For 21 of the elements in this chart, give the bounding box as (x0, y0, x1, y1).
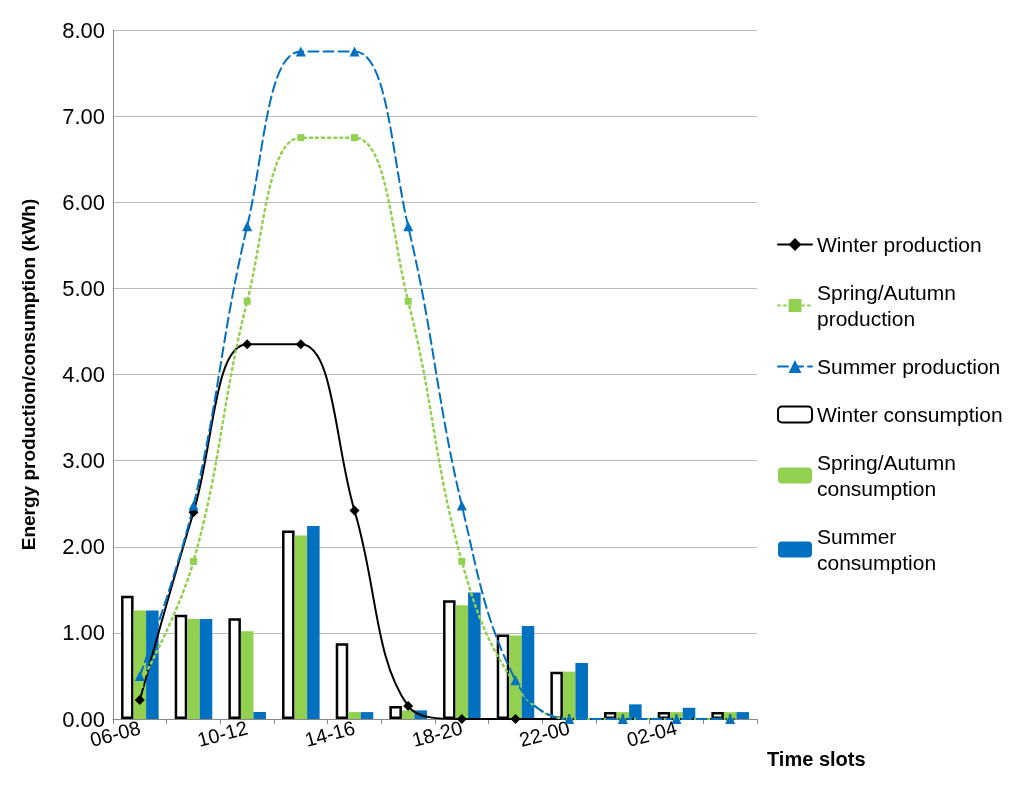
x-tick-label: 18-20 (409, 716, 465, 751)
x-tick-label: 10-12 (194, 716, 251, 751)
y-tick-label: 1.00 (62, 620, 105, 646)
legend-label: Summer consumption (817, 525, 937, 574)
x-axis-title: Time slots (767, 748, 866, 770)
y-tick-label: 5.00 (62, 275, 105, 301)
y-tick-label: 6.00 (62, 189, 105, 215)
y-tick-label: 7.00 (62, 103, 105, 129)
y-tick-label: 8.00 (62, 17, 105, 43)
y-tick-label: 4.00 (62, 362, 105, 387)
legend-label: Spring/Autumn consumption (817, 451, 962, 500)
legend-label: Winter consumption (817, 403, 1003, 426)
y-axis-title: Energy production/consumption (kWh) (18, 198, 39, 551)
legend-label: Spring/Autumn production (817, 281, 962, 330)
x-tick-label: 22-00 (516, 716, 573, 751)
legend-label: Winter production (817, 233, 982, 256)
y-tick-label: 3.00 (62, 448, 105, 474)
legend-label: Summer production (817, 355, 1001, 378)
x-tick-label: 14-16 (302, 716, 358, 751)
y-tick-label: 2.00 (62, 534, 105, 560)
x-tick-label: 02-04 (624, 716, 680, 751)
